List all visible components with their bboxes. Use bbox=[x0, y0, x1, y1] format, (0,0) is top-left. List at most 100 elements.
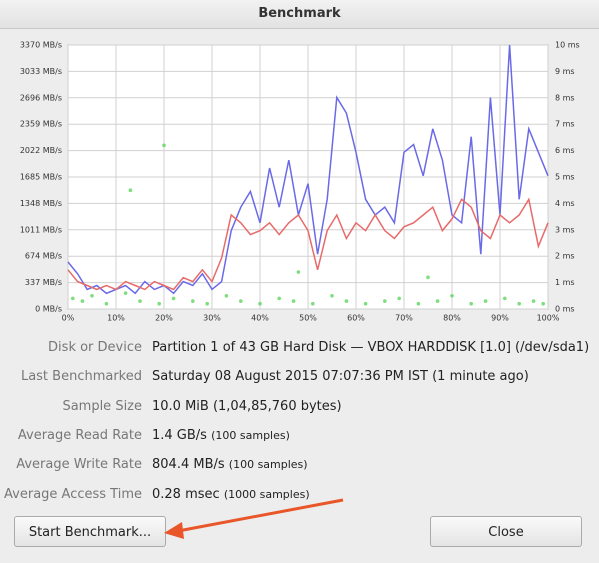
access-point bbox=[157, 301, 161, 306]
access-point bbox=[330, 294, 334, 298]
detail-row: Average Access Time 0.28 msec (1000 sampl… bbox=[0, 484, 599, 506]
y-tick-label: 3033 MB/s bbox=[20, 67, 62, 76]
access-point bbox=[128, 188, 133, 192]
value-text: Partition 1 of 43 GB Hard Disk — VBOX HA… bbox=[152, 340, 590, 355]
x-tick-label: 0% bbox=[62, 314, 75, 323]
access-point bbox=[541, 301, 545, 306]
x-tick-label: 80% bbox=[443, 314, 461, 323]
access-point bbox=[291, 299, 296, 303]
access-point bbox=[363, 301, 368, 306]
x-tick-label: 10% bbox=[107, 314, 125, 323]
y2-tick-label: 5 ms bbox=[555, 173, 575, 182]
detail-value: Saturday 08 August 2015 07:07:36 PM IST … bbox=[152, 366, 529, 388]
y2-tick-label: 10 ms bbox=[555, 41, 580, 50]
detail-label: Last Benchmarked bbox=[20, 369, 142, 385]
access-point bbox=[416, 301, 421, 306]
access-point bbox=[435, 299, 440, 303]
value-text: 10.0 MiB (1,04,85,760 bytes) bbox=[152, 398, 342, 414]
y-tick-label: 0 MB/s bbox=[35, 305, 62, 314]
sample-note: (1000 samples) bbox=[223, 487, 310, 501]
y2-tick-label: 7 ms bbox=[555, 120, 575, 129]
access-point bbox=[239, 299, 243, 303]
sample-note: (100 samples) bbox=[228, 458, 308, 472]
y-tick-label: 3370 MB/s bbox=[20, 41, 62, 50]
access-point bbox=[138, 299, 142, 303]
y-tick-label: 2022 MB/s bbox=[20, 146, 62, 155]
detail-label: Sample Size bbox=[62, 398, 142, 414]
access-point bbox=[383, 299, 387, 303]
access-point bbox=[123, 291, 128, 295]
x-tick-label: 90% bbox=[491, 314, 509, 323]
value-text: 0.28 msec bbox=[152, 486, 220, 502]
title-bar: Benchmark bbox=[0, 0, 599, 29]
y-tick-label: 337 MB/s bbox=[25, 278, 62, 287]
access-point bbox=[517, 301, 521, 306]
value-text: 804.4 MB/s bbox=[152, 457, 225, 473]
detail-label: Disk or Device bbox=[48, 340, 142, 355]
detail-row: Sample Size 10.0 MiB (1,04,85,760 bytes) bbox=[0, 396, 599, 418]
x-tick-label: 60% bbox=[347, 314, 365, 323]
access-point bbox=[531, 299, 536, 303]
chart: 0 MB/s 337 MB/s 674 MB/s 1011 MB/s 1348 MB/s… bbox=[20, 41, 580, 323]
y-tick-label: 2696 MB/s bbox=[20, 93, 62, 102]
y-tick-label: 1685 MB/s bbox=[20, 173, 62, 182]
detail-value: 804.4 MB/s (100 samples) bbox=[152, 454, 308, 476]
access-point bbox=[426, 275, 430, 280]
access-point bbox=[469, 301, 474, 306]
access-point bbox=[171, 296, 176, 301]
value-text: 1.4 GB/s bbox=[152, 427, 207, 443]
arrow-head bbox=[164, 522, 184, 539]
detail-value: Partition 1 of 43 GB Hard Disk — VBOX HA… bbox=[152, 337, 589, 359]
detail-label: Average Write Rate bbox=[16, 457, 142, 473]
x-tick-label: 40% bbox=[251, 314, 269, 323]
access-point bbox=[104, 301, 109, 306]
y2-tick-label: 1 ms bbox=[555, 278, 575, 287]
y-tick-label: 2359 MB/s bbox=[20, 120, 62, 129]
detail-label: Average Read Rate bbox=[17, 427, 142, 443]
sample-note: (100 samples) bbox=[211, 428, 290, 442]
detail-row: Last Benchmarked Saturday 08 August 2015 … bbox=[0, 366, 599, 388]
access-point bbox=[191, 299, 195, 303]
y2-tick-label: 2 ms bbox=[555, 252, 575, 261]
access-point bbox=[277, 296, 282, 301]
detail-row: Average Read Rate 1.4 GB/s (100 samples) bbox=[0, 425, 599, 447]
detail-value: 0.28 msec (1000 samples) bbox=[152, 484, 310, 506]
x-tick-label: 30% bbox=[203, 314, 221, 323]
rate-line bbox=[67, 197, 549, 291]
y2-tick-label: 6 ms bbox=[555, 146, 575, 155]
y-tick-label: 1011 MB/s bbox=[20, 225, 62, 234]
access-point bbox=[344, 299, 349, 303]
y2-tick-label: 4 ms bbox=[555, 199, 575, 208]
access-point bbox=[71, 296, 75, 301]
rate-line bbox=[67, 44, 549, 295]
x-tick-label: 100% bbox=[537, 314, 560, 323]
y2-tick-label: 9 ms bbox=[555, 67, 575, 76]
access-point bbox=[311, 301, 315, 306]
access-point bbox=[224, 294, 229, 298]
y-tick-label: 674 MB/s bbox=[25, 252, 62, 261]
start-benchmark-button[interactable]: Start Benchmark... bbox=[14, 516, 166, 547]
x-tick-label: 50% bbox=[299, 314, 317, 323]
access-point bbox=[90, 294, 94, 298]
y2-tick-label: 3 ms bbox=[555, 225, 575, 234]
detail-label: Average Access Time bbox=[4, 486, 142, 502]
x-tick-label: 20% bbox=[155, 314, 173, 323]
access-point bbox=[397, 296, 402, 301]
x-tick-label: 70% bbox=[395, 314, 413, 323]
y2-tick-label: 8 ms bbox=[555, 93, 575, 102]
access-point bbox=[483, 299, 488, 303]
access-point bbox=[162, 143, 166, 148]
detail-value: 10.0 MiB (1,04,85,760 bytes) bbox=[152, 396, 342, 418]
access-point bbox=[258, 301, 262, 306]
detail-row: Average Write Rate 804.4 MB/s (100 sample… bbox=[0, 454, 599, 476]
access-point bbox=[296, 270, 301, 274]
detail-row: Disk or Device Partition 1 of 43 GB Hard … bbox=[0, 337, 599, 359]
access-point bbox=[80, 299, 85, 303]
y2-tick-label: 0 ms bbox=[555, 305, 575, 314]
access-point bbox=[205, 301, 209, 306]
value-text: Saturday 08 August 2015 07:07:36 PM IST … bbox=[152, 369, 529, 385]
access-point bbox=[450, 294, 454, 298]
access-point bbox=[503, 296, 507, 301]
close-button[interactable]: Close bbox=[430, 516, 582, 547]
